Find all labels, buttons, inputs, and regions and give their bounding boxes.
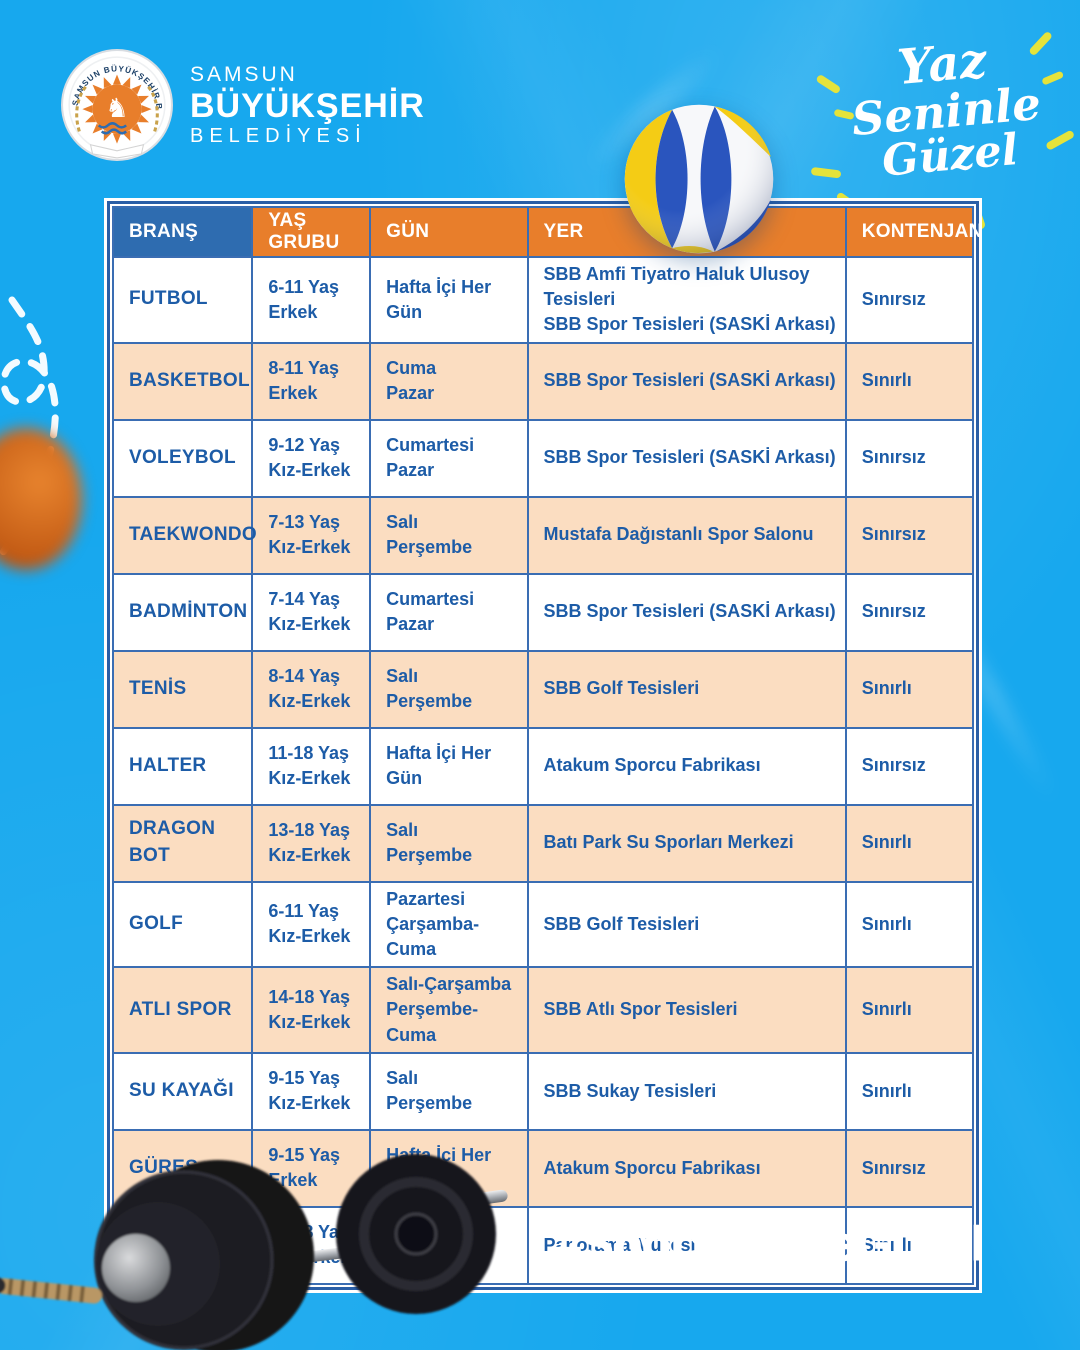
horse-rider-icon: ♞ — [105, 93, 129, 123]
cell-gun: Salı Perşembe — [369, 1051, 529, 1131]
table-row: SU KAYAĞI 9-15 Yaş Kız-Erkek Salı Perşem… — [111, 1051, 975, 1131]
wheat-icon — [75, 83, 159, 132]
cell-kontenjan: Sınırsız — [844, 1128, 975, 1208]
cell-yas-grubu: 7-13 Yaş Kız-Erkek — [251, 495, 372, 575]
cell-yer: SBB Atlı Spor Tesisleri — [526, 966, 847, 1054]
cell-brans: TENİS — [111, 649, 254, 729]
cell-yer: SBB Spor Tesisleri (SASKİ Arkası) — [526, 572, 847, 652]
volleyball-icon — [624, 104, 774, 254]
cell-gun: Hafta İçi Her Gün — [369, 256, 529, 344]
barbell-icon — [0, 1154, 508, 1350]
cell-kontenjan: Sınırsız — [844, 256, 975, 344]
cell-brans: BASKETBOL — [111, 341, 254, 421]
schedule-table-frame: BRANŞ YAŞ GRUBU GÜN YER KONTENJAN FUTBOL… — [104, 198, 982, 1293]
cell-kontenjan: Sınırlı — [844, 803, 975, 883]
table-row: TAEKWONDO 7-13 Yaş Kız-Erkek Salı Perşem… — [111, 495, 975, 575]
cell-kontenjan: Sınırsız — [844, 726, 975, 806]
header-yas-grubu: YAŞ GRUBU — [251, 206, 372, 258]
cell-kontenjan: Sınırlı — [844, 1205, 975, 1285]
table-row: ATLI SPOR 14-18 Yaş Kız-Erkek Salı-Çarşa… — [111, 966, 975, 1054]
table-header-row: BRANŞ YAŞ GRUBU GÜN YER KONTENJAN — [111, 206, 982, 258]
cell-yer: Batı Park Su Sporları Merkezi — [526, 803, 847, 883]
municipality-emblem-icon: SAMSUN BÜYÜKŞEHİR BELEDİYESİ ♞ — [60, 48, 173, 161]
municipality-brand: SAMSUN BÜYÜKŞEHİR BELEDİYESİ ♞ — [60, 48, 425, 162]
cell-brans: ATLI SPOR — [111, 966, 254, 1054]
cell-brans: BADMİNTON — [111, 572, 254, 652]
cell-gun: Salı Perşembe — [369, 649, 529, 729]
cell-gun: Salı Perşembe — [369, 495, 529, 575]
cell-gun: Cumartesi Pazar — [369, 418, 529, 498]
header-kontenjan: KONTENJAN — [844, 206, 982, 258]
cell-brans: GOLF — [111, 880, 254, 969]
brand-name-line2: BÜYÜKŞEHİR — [190, 86, 425, 125]
cell-yas-grubu: 8-11 Yaş Erkek — [251, 341, 372, 421]
cell-yer: SBB Golf Tesisleri — [526, 880, 847, 969]
cell-yas-grubu: 6-11 Yaş Kız-Erkek — [251, 880, 372, 969]
cell-kontenjan: Sınırlı — [844, 966, 975, 1054]
cell-yer: SBB Spor Tesisleri (SASKİ Arkası) — [526, 341, 847, 421]
cell-gun: Hafta İçi Her Gün — [369, 726, 529, 806]
yellow-dash-icon — [810, 166, 842, 179]
table-row: TENİS 8-14 Yaş Kız-Erkek Salı Perşembe S… — [111, 649, 975, 729]
header-gun: GÜN — [369, 206, 529, 258]
cell-yer: Atakum Sporcu Fabrikası — [526, 726, 847, 806]
brand-name-line3: BELEDİYESİ — [190, 124, 367, 147]
cell-kontenjan: Sınırlı — [844, 649, 975, 729]
cell-kontenjan: Sınırlı — [844, 880, 975, 969]
cell-brans: HALTER — [111, 726, 254, 806]
sunburst-icon — [82, 74, 152, 144]
cell-yas-grubu: 6-11 Yaş Erkek — [251, 256, 372, 344]
header-brans: BRANŞ — [111, 206, 254, 258]
cell-yas-grubu: 13-18 Yaş Kız-Erkek — [251, 803, 372, 883]
cell-kontenjan: Sınırlı — [844, 1051, 975, 1131]
cell-yer: SBB Spor Tesisleri (SASKİ Arkası) — [526, 418, 847, 498]
cell-yer: Panorama Müzesi — [526, 1205, 847, 1285]
slogan-yaz-seninle-guzel: Yaz Seninle Güzel — [810, 30, 1076, 237]
cell-gun: Pazartesi Çarşamba-Cuma — [369, 880, 529, 969]
cell-yer: Mustafa Dağıstanlı Spor Salonu — [526, 495, 847, 575]
schedule-table-body: FUTBOL 6-11 Yaş Erkek Hafta İçi Her Gün … — [111, 256, 975, 1285]
cell-yas-grubu: 11-18 Yaş Kız-Erkek — [251, 726, 372, 806]
cell-yas-grubu: 14-18 Yaş Kız-Erkek — [251, 966, 372, 1054]
cell-yer: SBB Sukay Tesisleri — [526, 1051, 847, 1131]
cell-yer: Atakum Sporcu Fabrikası — [526, 1128, 847, 1208]
waves-icon — [97, 122, 127, 135]
cell-kontenjan: Sınırsız — [844, 572, 975, 652]
ribbon-icon — [89, 144, 145, 159]
table-row: GOLF 6-11 Yaş Kız-Erkek Pazartesi Çarşam… — [111, 880, 975, 969]
cell-gun: Salı-Çarşamba Perşembe-Cuma — [369, 966, 529, 1054]
cell-yas-grubu: 7-14 Yaş Kız-Erkek — [251, 572, 372, 652]
table-row: FUTBOL 6-11 Yaş Erkek Hafta İçi Her Gün … — [111, 256, 975, 344]
table-row: BASKETBOL 8-11 Yaş Erkek Cuma Pazar SBB … — [111, 341, 975, 421]
table-row: HALTER 11-18 Yaş Kız-Erkek Hafta İçi Her… — [111, 726, 975, 806]
table-row: BADMİNTON 7-14 Yaş Kız-Erkek Cumartesi P… — [111, 572, 975, 652]
brand-name-line1: SAMSUN — [190, 63, 298, 86]
cell-kontenjan: Sınırsız — [844, 495, 975, 575]
table-row: DRAGON BOT 13-18 Yaş Kız-Erkek Salı Perş… — [111, 803, 975, 883]
cell-brans: FUTBOL — [111, 256, 254, 344]
table-row: VOLEYBOL 9-12 Yaş Kız-Erkek Cumartesi Pa… — [111, 418, 975, 498]
cell-brans: DRAGON BOT — [111, 803, 254, 883]
cell-kontenjan: Sınırsız — [844, 418, 975, 498]
hashtag-text: #SporSeninleGüzel — [555, 1216, 985, 1270]
cell-gun: Cuma Pazar — [369, 341, 529, 421]
cell-kontenjan: Sınırlı — [844, 341, 975, 421]
cell-yas-grubu: 9-12 Yaş Kız-Erkek — [251, 418, 372, 498]
cell-brans: SU KAYAĞI — [111, 1051, 254, 1131]
cell-gun: Salı Perşembe — [369, 803, 529, 883]
cell-yas-grubu: 8-14 Yaş Kız-Erkek — [251, 649, 372, 729]
cell-yas-grubu: 9-15 Yaş Kız-Erkek — [251, 1051, 372, 1131]
sports-schedule-table: BRANŞ YAŞ GRUBU GÜN YER KONTENJAN FUTBOL… — [111, 206, 982, 1285]
cell-gun: Cumartesi Pazar — [369, 572, 529, 652]
cell-brans: TAEKWONDO — [111, 495, 257, 575]
cell-brans: VOLEYBOL — [111, 418, 254, 498]
cell-yer: SBB Golf Tesisleri — [526, 649, 847, 729]
cell-yer: SBB Amfi Tiyatro Haluk Ulusoy Tesisleri … — [526, 256, 847, 344]
